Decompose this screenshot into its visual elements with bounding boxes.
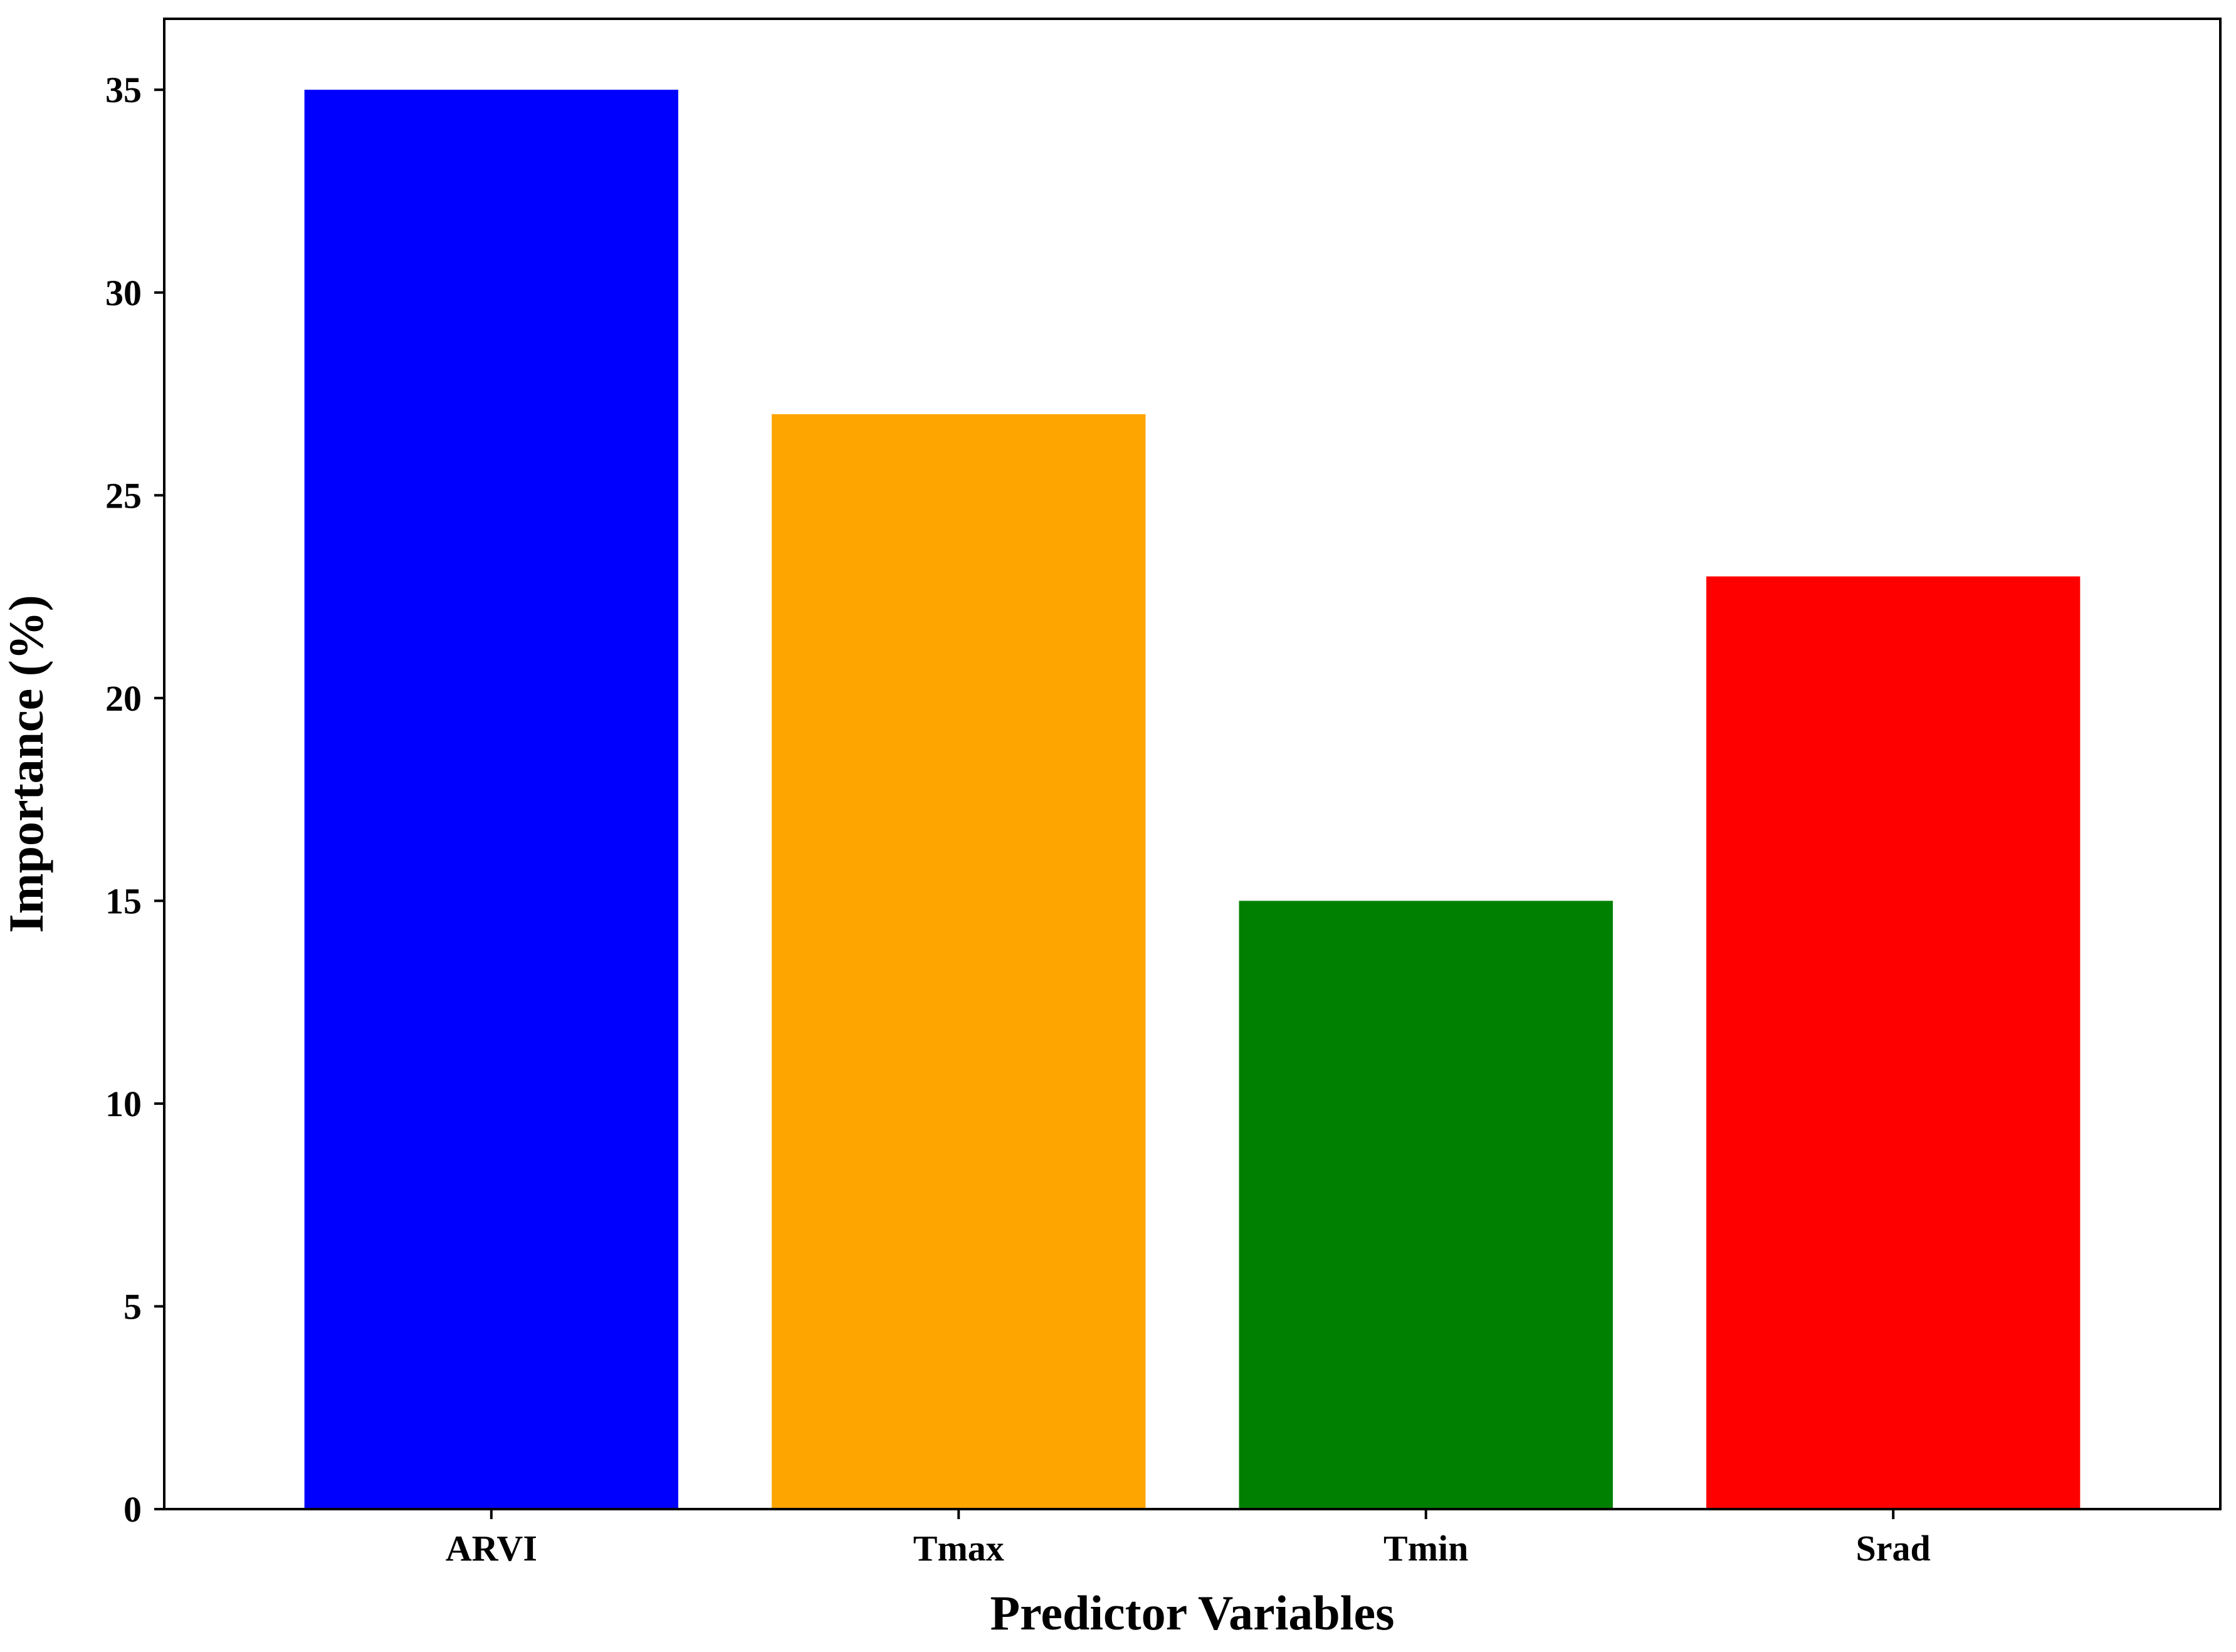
bars-group xyxy=(304,90,2081,1510)
y-tick-label: 10 xyxy=(105,1084,142,1124)
bar-srad xyxy=(1706,576,2081,1509)
bar-tmax xyxy=(772,414,1146,1509)
y-tick-label: 20 xyxy=(105,678,142,719)
y-tick-label: 5 xyxy=(123,1286,142,1327)
y-tick-label: 35 xyxy=(105,70,142,110)
y-tick-label: 15 xyxy=(105,881,142,921)
x-axis-title: Predictor Variables xyxy=(990,1586,1395,1640)
x-tick-label: ARVI xyxy=(446,1528,537,1569)
x-tick-label: Srad xyxy=(1856,1528,1931,1569)
y-axis-title: Importance (%) xyxy=(0,595,53,933)
bar-tmin xyxy=(1239,901,1613,1509)
y-tick-label: 25 xyxy=(105,475,142,516)
y-tick-label: 0 xyxy=(123,1489,142,1530)
x-axis-ticks: ARVI Tmax Tmin Srad xyxy=(446,1509,1931,1569)
bar-arvi xyxy=(304,90,678,1510)
y-tick-label: 30 xyxy=(105,273,142,313)
x-tick-label: Tmin xyxy=(1383,1528,1468,1569)
y-axis-ticks: 0 5 10 15 20 25 30 35 xyxy=(105,70,164,1530)
x-tick-label: Tmax xyxy=(913,1528,1004,1569)
plot-frame xyxy=(163,18,2222,1510)
